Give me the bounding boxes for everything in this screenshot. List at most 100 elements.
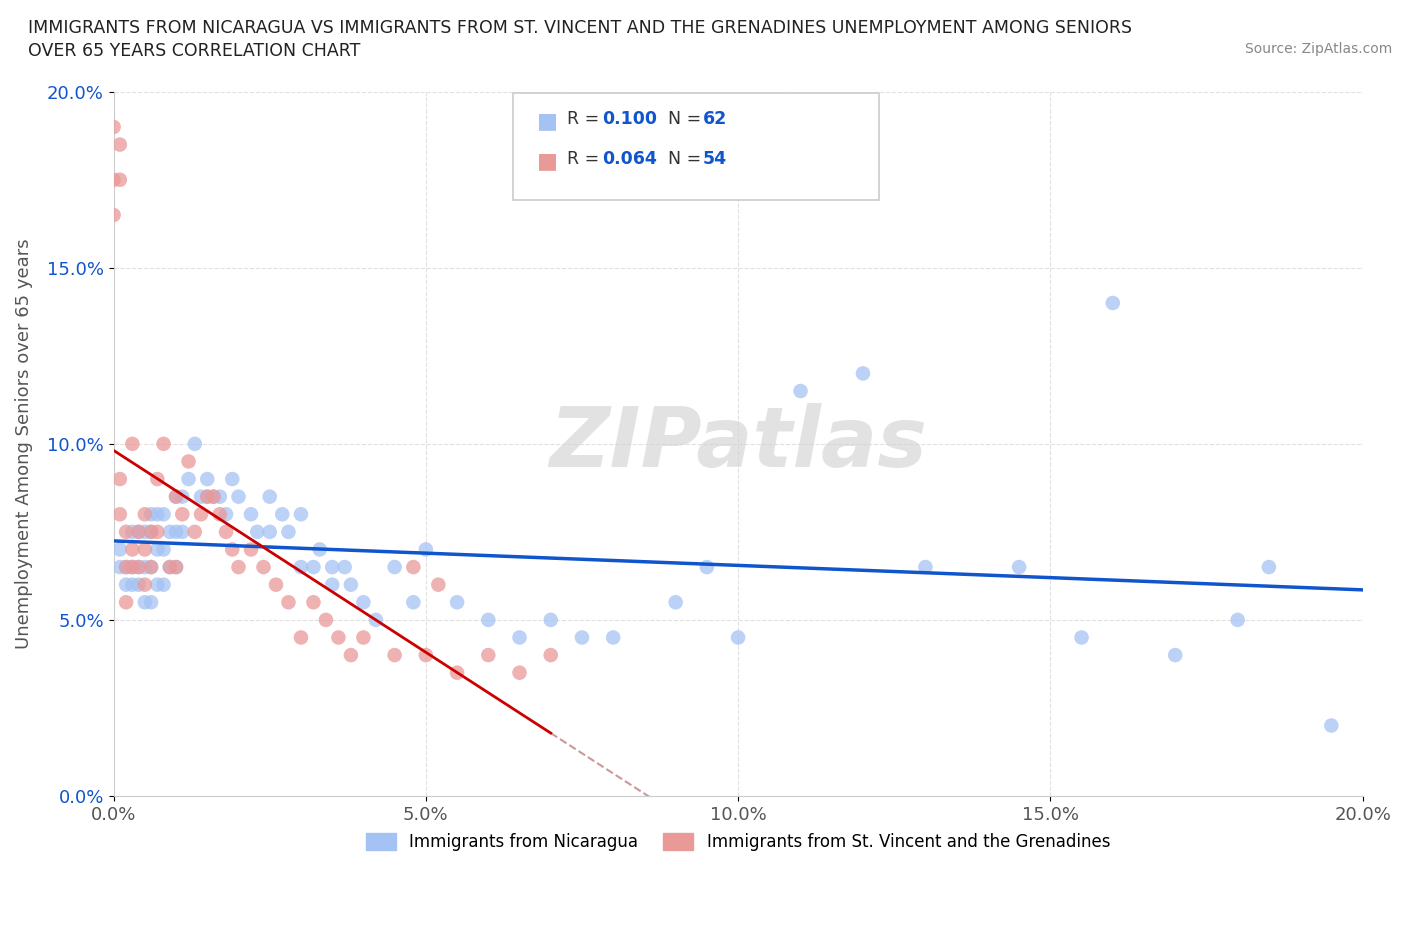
Point <box>115 578 138 592</box>
Point <box>139 507 162 522</box>
Point <box>115 560 138 575</box>
Point <box>195 489 218 504</box>
Point <box>159 560 181 575</box>
Point <box>121 560 143 575</box>
Point <box>208 507 231 522</box>
Point <box>134 595 156 610</box>
Point <box>540 647 562 662</box>
Y-axis label: Unemployment Among Seniors over 65 years: Unemployment Among Seniors over 65 years <box>15 238 32 649</box>
Point <box>165 489 187 504</box>
Point <box>134 578 156 592</box>
Point <box>696 560 718 575</box>
Point <box>108 560 131 575</box>
Point <box>602 630 624 644</box>
Point <box>190 489 212 504</box>
Point <box>321 578 343 592</box>
Point <box>121 578 143 592</box>
Text: 0.064: 0.064 <box>602 150 657 167</box>
Point <box>509 665 531 680</box>
Text: IMMIGRANTS FROM NICARAGUA VS IMMIGRANTS FROM ST. VINCENT AND THE GRENADINES UNEM: IMMIGRANTS FROM NICARAGUA VS IMMIGRANTS … <box>28 19 1132 36</box>
Point <box>177 472 200 486</box>
Point <box>302 560 325 575</box>
Point <box>139 595 162 610</box>
Point <box>290 560 312 575</box>
Point <box>302 595 325 610</box>
Text: 62: 62 <box>703 110 727 127</box>
Point <box>108 137 131 152</box>
Point <box>165 560 187 575</box>
Point <box>333 560 356 575</box>
Point <box>364 613 387 628</box>
Point <box>277 595 299 610</box>
Point <box>184 525 207 539</box>
Text: N =: N = <box>668 150 707 167</box>
Point <box>134 560 156 575</box>
Point <box>321 560 343 575</box>
Point <box>1070 630 1092 644</box>
Point <box>139 560 162 575</box>
Text: 0.100: 0.100 <box>602 110 657 127</box>
Point <box>146 542 169 557</box>
Point <box>190 507 212 522</box>
Point <box>789 383 811 398</box>
Point <box>165 525 187 539</box>
Point <box>208 489 231 504</box>
Point <box>477 613 499 628</box>
Point <box>727 630 749 644</box>
Point <box>1320 718 1343 733</box>
Point <box>152 578 174 592</box>
Point <box>228 489 250 504</box>
Point <box>352 630 374 644</box>
Point <box>509 630 531 644</box>
Point <box>221 472 243 486</box>
Text: R =: R = <box>567 110 605 127</box>
Point <box>384 560 406 575</box>
Point <box>134 542 156 557</box>
Point <box>290 507 312 522</box>
Point <box>128 578 150 592</box>
Point <box>1257 560 1279 575</box>
Point <box>184 436 207 451</box>
Point <box>415 647 437 662</box>
Point <box>103 120 125 135</box>
Point <box>415 542 437 557</box>
Point <box>103 172 125 187</box>
Point <box>152 507 174 522</box>
Point <box>146 578 169 592</box>
Text: ■: ■ <box>537 152 558 172</box>
Point <box>108 542 131 557</box>
Point <box>128 560 150 575</box>
Point <box>571 630 593 644</box>
Point <box>259 525 281 539</box>
Point <box>665 595 688 610</box>
Point <box>914 560 936 575</box>
Point <box>139 560 162 575</box>
Point <box>246 525 269 539</box>
Point <box>202 489 225 504</box>
Point <box>427 578 450 592</box>
Point <box>340 647 363 662</box>
Point <box>115 560 138 575</box>
Point <box>121 560 143 575</box>
Point <box>134 525 156 539</box>
Point <box>264 578 287 592</box>
Point <box>108 507 131 522</box>
Point <box>108 472 131 486</box>
Point <box>328 630 350 644</box>
Point <box>215 525 238 539</box>
Point <box>172 489 194 504</box>
Point <box>165 560 187 575</box>
Point <box>172 525 194 539</box>
Point <box>146 472 169 486</box>
Point <box>446 595 468 610</box>
Point <box>139 525 162 539</box>
Point <box>103 207 125 222</box>
Point <box>195 489 218 504</box>
Text: N =: N = <box>668 110 707 127</box>
Point <box>315 613 337 628</box>
Point <box>1164 647 1187 662</box>
Point <box>228 560 250 575</box>
Point <box>152 542 174 557</box>
Point <box>128 525 150 539</box>
Point <box>152 436 174 451</box>
